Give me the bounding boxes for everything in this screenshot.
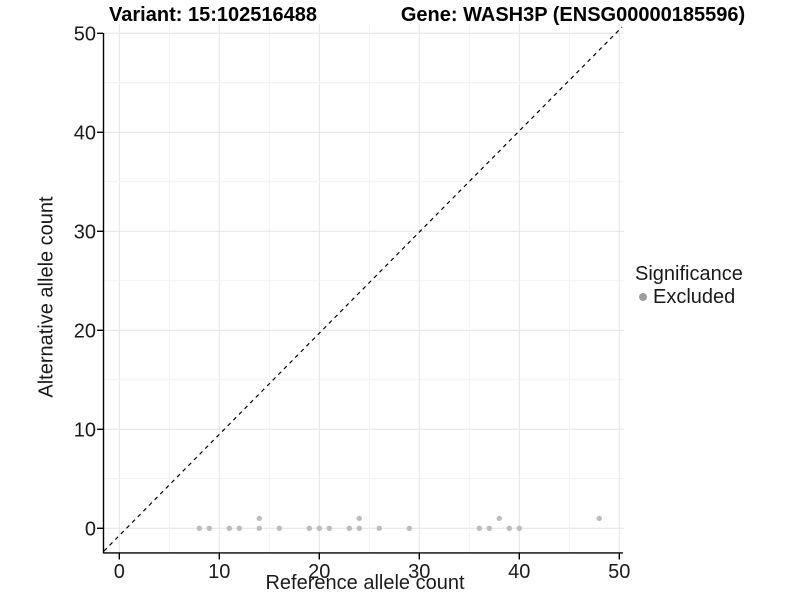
x-tick-label: 0 — [114, 561, 125, 583]
data-point — [256, 525, 262, 531]
y-tick-label: 0 — [85, 518, 96, 540]
data-point — [196, 525, 202, 531]
y-axis-title: Alternative allele count — [35, 196, 58, 398]
data-point — [356, 515, 362, 522]
data-point — [516, 525, 522, 531]
data-point — [356, 525, 362, 531]
identity-reference-line — [103, 26, 623, 552]
excluded-point-icon — [639, 293, 647, 301]
y-tick-label: 20 — [74, 320, 96, 342]
x-tick-label: 40 — [508, 561, 530, 583]
data-point — [316, 525, 322, 531]
x-tick-label: 50 — [608, 561, 630, 583]
data-point — [206, 525, 212, 531]
data-point — [406, 525, 412, 531]
y-tick-label: 50 — [74, 23, 96, 45]
data-point — [476, 525, 482, 531]
y-tick-label: 10 — [74, 419, 96, 441]
y-tick-label: 40 — [74, 122, 96, 144]
data-point — [506, 525, 512, 531]
x-axis-title: Reference allele count — [265, 572, 465, 594]
data-point — [596, 515, 602, 522]
data-point — [326, 525, 332, 531]
data-point — [226, 525, 232, 531]
x-tick-label: 10 — [208, 561, 230, 583]
data-point — [486, 525, 492, 531]
legend: Significance Excluded — [635, 263, 743, 308]
x-tick-label: 30 — [408, 561, 430, 583]
legend-title: Significance — [635, 263, 743, 285]
data-point — [276, 525, 282, 531]
data-point — [256, 515, 262, 522]
plot-title-variant: Variant: 15:102516488 — [109, 4, 317, 26]
data-point — [306, 525, 312, 531]
legend-item-excluded: Excluded — [635, 286, 743, 308]
data-point — [496, 515, 502, 522]
data-point — [236, 525, 242, 531]
legend-item-label: Excluded — [653, 286, 736, 308]
data-point — [346, 525, 352, 531]
x-tick-label: 20 — [308, 561, 330, 583]
y-tick-label: 30 — [74, 221, 96, 243]
plot-title-gene: Gene: WASH3P (ENSG00000185596) — [400, 4, 746, 26]
data-point — [376, 525, 382, 531]
